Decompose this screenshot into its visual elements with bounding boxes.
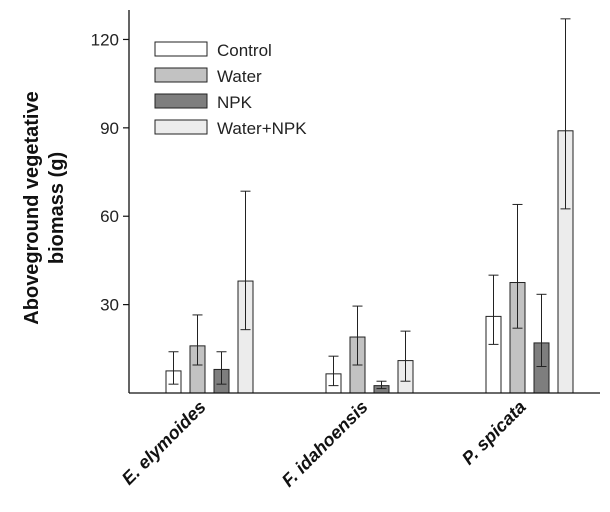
legend-swatch [155,68,207,82]
category-label: P. spicata [458,397,530,469]
legend-label: Water+NPK [217,119,307,138]
category-labels: E. elymoides F. idahoensis P. spicata [118,397,530,491]
legend: Control Water NPK Water+NPK [155,41,307,138]
y-tick-label: 60 [100,207,119,226]
category-label: F. idahoensis [278,397,372,491]
bars-layer [166,131,573,393]
legend-swatch [155,42,207,56]
category-label: E. elymoides [118,397,210,489]
y-axis-title-line-2: biomass (g) [46,152,68,264]
y-axis-title-line-1: Aboveground vegetative [21,91,43,324]
legend-label: NPK [217,93,253,112]
y-axis-title: Aboveground vegetative biomass (g) [21,91,68,324]
legend-label: Control [217,41,272,60]
y-tick-label: 30 [100,296,119,315]
legend-label: Water [217,67,262,86]
y-tick-label: 120 [91,30,119,49]
legend-swatch [155,120,207,134]
y-tick-label: 90 [100,119,119,138]
legend-swatch [155,94,207,108]
